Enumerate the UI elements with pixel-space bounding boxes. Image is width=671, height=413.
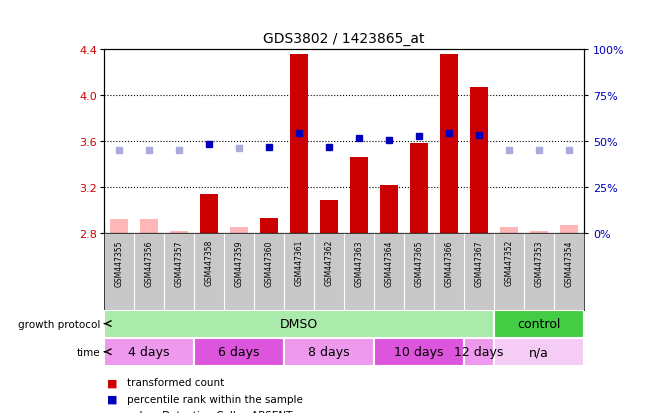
Bar — [374, 338, 464, 366]
Text: 8 days: 8 days — [308, 345, 350, 358]
Bar — [200, 194, 218, 233]
Bar — [290, 55, 308, 233]
Text: GSM447357: GSM447357 — [174, 240, 183, 286]
Bar — [284, 338, 374, 366]
Bar — [560, 225, 578, 233]
Bar — [494, 310, 584, 338]
Bar — [110, 220, 128, 233]
Text: GSM447362: GSM447362 — [324, 240, 333, 286]
Bar — [260, 218, 278, 233]
Text: 6 days: 6 days — [218, 345, 260, 358]
Text: GSM447353: GSM447353 — [534, 240, 544, 286]
Text: n/a: n/a — [529, 345, 549, 358]
Text: percentile rank within the sample: percentile rank within the sample — [127, 394, 303, 404]
Text: 10 days: 10 days — [394, 345, 444, 358]
Bar — [500, 228, 518, 233]
Text: GSM447364: GSM447364 — [384, 240, 393, 286]
Text: value, Detection Call = ABSENT: value, Detection Call = ABSENT — [127, 411, 293, 413]
Text: 12 days: 12 days — [454, 345, 503, 358]
Text: growth protocol: growth protocol — [18, 319, 101, 329]
Bar — [440, 55, 458, 233]
Text: ■: ■ — [107, 394, 118, 404]
Text: transformed count: transformed count — [127, 377, 225, 387]
Text: GSM447360: GSM447360 — [264, 240, 273, 286]
Bar — [104, 310, 494, 338]
Bar — [530, 231, 548, 233]
Bar — [410, 144, 428, 233]
Bar — [494, 338, 584, 366]
Text: ■: ■ — [107, 411, 118, 413]
Text: GSM447366: GSM447366 — [444, 240, 454, 286]
Bar — [380, 185, 398, 233]
Text: GSM447352: GSM447352 — [505, 240, 513, 286]
Text: ■: ■ — [107, 377, 118, 387]
Text: GSM447358: GSM447358 — [205, 240, 213, 286]
Text: 4 days: 4 days — [128, 345, 170, 358]
Bar — [230, 228, 248, 233]
Text: GSM447363: GSM447363 — [354, 240, 364, 286]
Title: GDS3802 / 1423865_at: GDS3802 / 1423865_at — [263, 32, 425, 46]
Bar — [104, 338, 194, 366]
Bar — [320, 200, 338, 233]
Text: GSM447356: GSM447356 — [144, 240, 154, 286]
Bar — [194, 338, 284, 366]
Bar — [170, 231, 188, 233]
Bar — [464, 338, 494, 366]
Text: GSM447365: GSM447365 — [415, 240, 423, 286]
Text: GSM447367: GSM447367 — [474, 240, 483, 286]
Text: time: time — [77, 347, 101, 357]
Text: GSM447354: GSM447354 — [564, 240, 573, 286]
Bar — [140, 220, 158, 233]
Text: DMSO: DMSO — [280, 317, 318, 330]
Text: control: control — [517, 317, 560, 330]
Text: GSM447359: GSM447359 — [234, 240, 244, 286]
Bar — [350, 157, 368, 233]
Text: GSM447361: GSM447361 — [295, 240, 303, 286]
Text: GSM447355: GSM447355 — [115, 240, 123, 286]
Bar — [470, 88, 488, 233]
